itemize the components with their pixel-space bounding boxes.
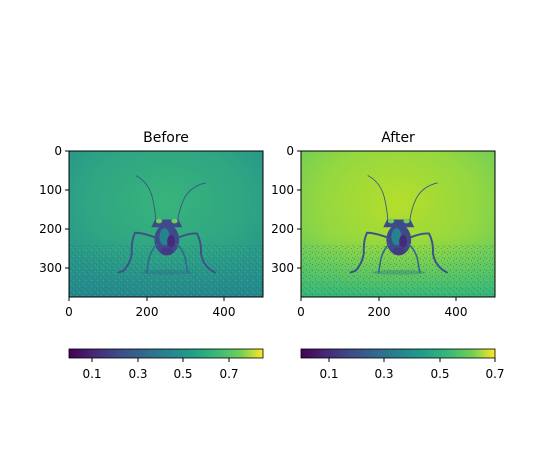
ytick-label: 100 (271, 183, 294, 197)
ytick-label: 100 (39, 183, 62, 197)
x-axis-after: 0 200 400 (297, 297, 467, 319)
colorbar-tick-label: 0.7 (219, 367, 238, 381)
colorbar-tick-label: 0.3 (128, 367, 147, 381)
ytick-label: 300 (271, 261, 294, 275)
axes-frame-after (300, 150, 496, 298)
ytick-label: 0 (54, 144, 62, 158)
xtick-label: 200 (368, 305, 391, 319)
colorbar-after: 0.1 0.3 0.5 0.7 (300, 348, 505, 381)
ytick-label: 300 (39, 261, 62, 275)
colorbar-tick-label: 0.1 (82, 367, 101, 381)
xtick-label: 200 (136, 305, 159, 319)
colorbar-tick-label: 0.7 (485, 367, 504, 381)
colorbar-tick-label: 0.1 (319, 367, 338, 381)
xtick-label: 400 (445, 305, 468, 319)
ytick-label: 200 (39, 222, 62, 236)
ytick-label: 200 (271, 222, 294, 236)
colorbar-tick-label: 0.5 (173, 367, 192, 381)
colorbar-tick-label: 0.3 (374, 367, 393, 381)
xtick-label: 0 (297, 305, 305, 319)
colorbar-tick-label: 0.5 (430, 367, 449, 381)
title-before: Before (143, 130, 189, 146)
y-axis-before: 0 100 200 300 (39, 144, 69, 275)
panel-before: Before 0 100 200 300 0 200 400 (39, 130, 264, 381)
image-after (301, 151, 495, 297)
panel-after: After 0 100 200 300 0 200 400 (271, 130, 504, 381)
xtick-label: 0 (65, 305, 73, 319)
ytick-label: 0 (286, 144, 294, 158)
axes-frame-before (68, 150, 264, 298)
xtick-label: 400 (213, 305, 236, 319)
colorbar-before: 0.1 0.3 0.5 0.7 (68, 348, 264, 381)
image-before (69, 151, 263, 297)
x-axis-before: 0 200 400 (65, 297, 235, 319)
y-axis-after: 0 100 200 300 (271, 144, 301, 275)
title-after: After (381, 130, 415, 146)
